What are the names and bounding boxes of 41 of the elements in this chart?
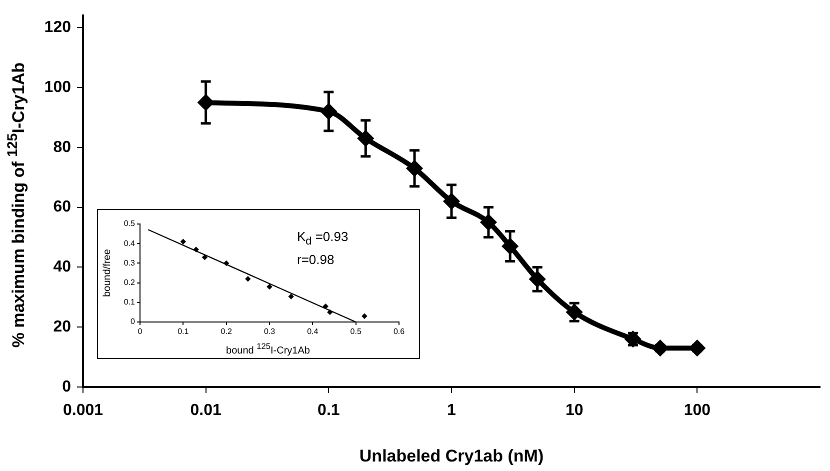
x-tick-label: 0.4 — [307, 327, 319, 336]
x-tick-label: 1 — [447, 402, 456, 420]
point — [266, 284, 272, 290]
y-tick-label: 120 — [44, 18, 72, 36]
y-tick-label: 80 — [53, 138, 72, 156]
x-tick-label: 0.01 — [190, 402, 222, 420]
x-tick-label: 0.5 — [350, 327, 362, 336]
point — [202, 254, 208, 260]
x-axis-title: bound $^{125}$I-Cry1Ab — [226, 341, 310, 356]
y-tick-label: 0 — [62, 378, 72, 396]
annotation: r=0.98 — [297, 250, 336, 268]
annotation: K$_{d}$ =0.93 — [297, 228, 348, 250]
x-tick-label: 0.6 — [393, 327, 406, 336]
y-tick-label: 0.3 — [124, 258, 136, 268]
y-tick-label: 0.1 — [124, 298, 136, 307]
y-tick-label: 100 — [44, 78, 72, 96]
point — [194, 246, 199, 252]
x-tick-label: 0 — [138, 327, 143, 336]
x-tick-label: 100 — [684, 402, 711, 420]
x-tick-label: 0.1 — [318, 402, 340, 420]
y-tick-label: 40 — [53, 258, 72, 276]
point — [288, 294, 294, 300]
x-axis-title: Unlabeled Cry1ab (nM) — [359, 446, 544, 466]
x-tick-label: 10 — [565, 402, 584, 420]
x-tick-label: 0.001 — [62, 402, 104, 420]
y-axis-title: bound/free — [102, 248, 113, 297]
point — [327, 310, 333, 315]
y-tick-label: 0 — [130, 317, 136, 326]
point — [224, 260, 229, 266]
x-tick-label: 0.2 — [220, 327, 232, 336]
point — [180, 239, 186, 244]
y-tick-label: 60 — [53, 198, 72, 216]
y-tick-label: 0.2 — [124, 278, 136, 288]
x-tick-label: 0.3 — [264, 327, 276, 336]
x-tick-label: 0.1 — [178, 327, 190, 336]
point — [245, 276, 251, 282]
point — [362, 314, 368, 319]
point — [323, 304, 328, 309]
y-tick-label: 0.4 — [124, 238, 136, 248]
y-tick-label: 0.5 — [124, 219, 136, 228]
y-tick-label: 20 — [53, 318, 72, 336]
